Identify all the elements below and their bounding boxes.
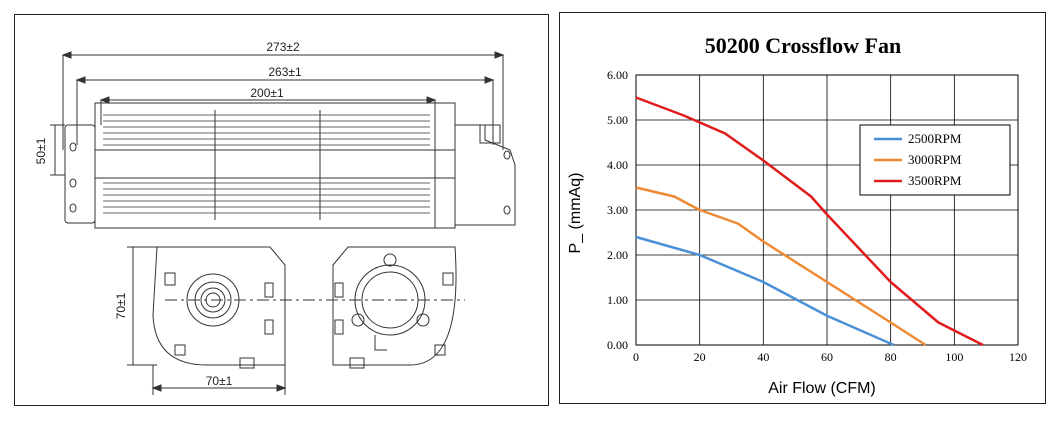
technical-drawing: 273±2 263±1 200±1 bbox=[34, 40, 516, 395]
y-tick-label: 6.00 bbox=[607, 68, 628, 82]
x-tick-label: 0 bbox=[633, 350, 639, 364]
fan-side-view bbox=[64, 102, 516, 229]
performance-chart: 50200 Crossflow Fan 0 20 40 60 80 100 120 0.00 1… bbox=[567, 33, 1027, 397]
x-tick-label: 60 bbox=[821, 350, 833, 364]
dimension-end-height bbox=[127, 246, 157, 366]
series-line-3000RPM bbox=[635, 186, 927, 347]
chart-title: 50200 Crossflow Fan bbox=[705, 33, 901, 58]
performance-chart-panel: 50200 Crossflow Fan 0 20 40 60 80 100 120 0.00 1… bbox=[559, 12, 1046, 404]
chart-ticks: 0 20 40 60 80 100 120 0.00 1.00 2.00 3.00 4.00 5.00 6… bbox=[607, 68, 1027, 364]
chart-series bbox=[635, 96, 984, 347]
dim-end-width-label: 70±1 bbox=[206, 374, 233, 388]
dimension-overall bbox=[61, 51, 505, 150]
x-tick-label: 100 bbox=[945, 350, 963, 364]
y-tick-label: 4.00 bbox=[607, 158, 628, 172]
x-tick-label: 120 bbox=[1009, 350, 1027, 364]
dimension-end-width bbox=[151, 365, 287, 395]
dim-impeller-label: 200±1 bbox=[250, 86, 284, 100]
dim-overall-label: 273±2 bbox=[266, 40, 300, 54]
y-tick-label: 3.00 bbox=[607, 203, 628, 217]
legend-label: 3500RPM bbox=[908, 173, 962, 188]
end-view-right bbox=[332, 246, 457, 369]
x-axis-label: Air Flow (CFM) bbox=[768, 380, 876, 397]
chart-grid bbox=[635, 74, 1019, 346]
dimension-body bbox=[75, 76, 495, 145]
x-tick-label: 80 bbox=[885, 350, 897, 364]
y-tick-label: 0.00 bbox=[607, 338, 628, 352]
y-tick-label: 5.00 bbox=[607, 113, 628, 127]
end-view-left bbox=[152, 246, 286, 369]
y-axis-label: P_ (mmAq) bbox=[567, 173, 584, 254]
chart-legend: 2500RPM 3000RPM 3500RPM bbox=[859, 124, 1011, 196]
legend-label: 3000RPM bbox=[908, 152, 962, 167]
dimension-height bbox=[50, 124, 65, 176]
dim-height-label: 50±1 bbox=[34, 137, 48, 164]
series-line-3500RPM bbox=[635, 96, 984, 347]
series-line-2500RPM bbox=[635, 235, 895, 347]
dim-body-label: 263±1 bbox=[268, 65, 302, 79]
y-tick-label: 1.00 bbox=[607, 293, 628, 307]
x-tick-label: 20 bbox=[694, 350, 706, 364]
x-tick-label: 40 bbox=[757, 350, 769, 364]
dim-end-height-label: 70±1 bbox=[114, 292, 128, 319]
legend-label: 2500RPM bbox=[908, 131, 962, 146]
y-tick-label: 2.00 bbox=[607, 248, 628, 262]
technical-drawing-panel: 273±2 263±1 200±1 bbox=[14, 14, 549, 406]
